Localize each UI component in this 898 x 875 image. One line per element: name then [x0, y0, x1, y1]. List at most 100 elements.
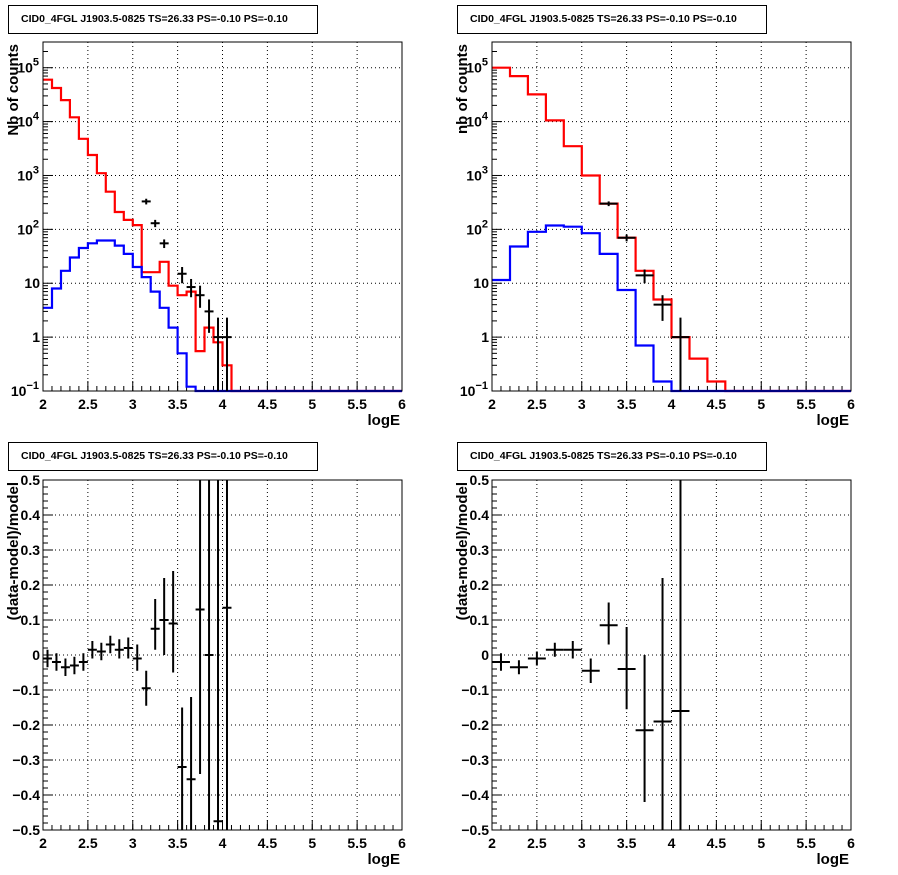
- data-point: [141, 198, 151, 205]
- y-tick-label: −0.4: [12, 787, 40, 803]
- data-point: [177, 707, 187, 830]
- plot-frame: [42, 479, 403, 831]
- y-tick-label: −0.1: [461, 682, 489, 698]
- y-tick-label: 0: [32, 647, 40, 663]
- x-tick-label: 5.5: [796, 396, 816, 412]
- y-tick-label: 103: [17, 164, 39, 183]
- x-axis-label: logE: [817, 851, 850, 868]
- y-tick-label: 102: [466, 218, 488, 237]
- y-axis-label: nb of counts: [454, 44, 471, 134]
- x-tick-label: 5.5: [796, 835, 816, 851]
- x-tick-label: 2: [488, 396, 496, 412]
- data-point: [527, 651, 546, 666]
- chart-plot-residuals-right: 2 2.5 3 3.5 4 4.5 5 5.5 6 −0.5 −0.4 −0.3 −0.2 −0.1 0 0.…: [454, 472, 855, 868]
- data-point: [653, 578, 672, 830]
- x-tick-label: 3: [578, 396, 586, 412]
- data-point: [545, 642, 564, 657]
- x-tick-label: 4.5: [707, 396, 727, 412]
- y-tick-label: −0.3: [461, 752, 489, 768]
- data-point: [150, 599, 160, 650]
- data-point: [60, 658, 70, 676]
- x-tick-label: 6: [398, 835, 406, 851]
- x-tick-label: 2.5: [78, 835, 98, 851]
- x-tick-label: 6: [398, 396, 406, 412]
- x-tick-label: 2.5: [527, 835, 547, 851]
- x-tick-label: 3: [129, 835, 137, 851]
- x-tick-label: 5: [757, 396, 765, 412]
- y-tick-label: −0.1: [12, 682, 40, 698]
- data-point: [96, 642, 106, 661]
- data-point: [509, 660, 528, 675]
- x-axis: 2 2.5 3 3.5 4 4.5 5 5.5 6: [488, 480, 855, 851]
- data-point: [204, 299, 214, 333]
- data-point: [635, 655, 654, 802]
- y-axis: −0.5 −0.4 −0.3 −0.2 −0.1 0 0.1 0.2 0.3 0.4 0.5: [461, 472, 851, 838]
- x-tick-label: 5.5: [347, 835, 367, 851]
- chart-panel-bottom-left: CID0_4FGL J1903.5-0825 TS=26.33 PS=-0.10…: [0, 438, 449, 875]
- data-point: [195, 285, 205, 308]
- y-tick-label: 105: [466, 57, 488, 76]
- x-tick-label: 2.5: [78, 396, 98, 412]
- x-tick-label: 4.5: [707, 835, 727, 851]
- y-tick-label: 104: [17, 111, 40, 130]
- chart-plot-residuals-left: 2 2.5 3 3.5 4 4.5 5 5.5 6 −0.5 −0.4 −0.3 −0.2 −0.1 0 0.…: [5, 472, 406, 868]
- data-point: [132, 644, 142, 671]
- y-tick-label: 0.4: [470, 507, 490, 523]
- y-tick-label: 0.1: [470, 612, 490, 628]
- data-point: [671, 480, 690, 830]
- y-tick-label: 0.5: [470, 472, 490, 488]
- data-point: [186, 697, 196, 830]
- x-axis: 2 2.5 3 3.5 4 4.5 5 5.5 6: [39, 480, 406, 851]
- data-point: [141, 670, 151, 706]
- data-point: [635, 269, 654, 284]
- data-point: [671, 317, 690, 391]
- x-tick-label: 3.5: [617, 396, 637, 412]
- data-point: [69, 656, 79, 675]
- x-axis: 2 2.5 3 3.5 4 4.5 5 5.5 6: [39, 42, 406, 412]
- data-point: [204, 480, 214, 830]
- data-point: [617, 234, 636, 242]
- data-point: [51, 653, 61, 671]
- y-axis: 10−1 1 10 102 103 104 105: [460, 41, 851, 399]
- x-tick-label: 2: [39, 835, 47, 851]
- data-point: [43, 649, 52, 668]
- chart-panel-top-left: CID0_4FGL J1903.5-0825 TS=26.33 PS=-0.10…: [0, 0, 449, 438]
- x-tick-label: 4.5: [258, 396, 278, 412]
- data-point: [78, 653, 88, 671]
- data-point: [653, 295, 672, 321]
- y-tick-label: −0.4: [461, 787, 489, 803]
- data-point: [186, 278, 196, 298]
- data-points: [141, 198, 232, 391]
- y-tick-label: 1: [32, 329, 40, 345]
- data-point: [168, 571, 178, 673]
- x-tick-label: 6: [847, 396, 855, 412]
- y-tick-label: 10: [473, 275, 489, 291]
- x-tick-label: 4: [668, 396, 676, 412]
- data-point: [159, 239, 169, 249]
- x-tick-label: 3.5: [168, 835, 188, 851]
- x-tick-label: 4: [219, 835, 227, 851]
- data-point: [150, 219, 160, 228]
- plot-frame: [491, 41, 852, 392]
- chart-plot-counts-left: 2 2.5 3 3.5 4 4.5 5 5.5 6 10−1 1 10 102 103 104 105 logE…: [5, 41, 406, 429]
- data-point: [195, 480, 205, 774]
- plot-area: [43, 480, 402, 830]
- y-tick-label: 1: [481, 329, 489, 345]
- y-tick-label: 10−1: [11, 380, 39, 399]
- y-tick-label: 0.1: [21, 612, 41, 628]
- chart-plot-counts-right: 2 2.5 3 3.5 4 4.5 5 5.5 6 10−1 1 10 102 103 104 105 logE…: [454, 41, 855, 429]
- x-tick-label: 3.5: [617, 835, 637, 851]
- x-tick-label: 5: [757, 835, 765, 851]
- y-tick-label: 0.3: [21, 542, 41, 558]
- x-tick-label: 4: [219, 396, 227, 412]
- y-tick-label: −0.5: [12, 822, 40, 838]
- data-point: [563, 641, 582, 659]
- data-point: [581, 658, 600, 683]
- y-axis-label: Nb of counts: [5, 44, 22, 136]
- x-tick-label: 5: [308, 835, 316, 851]
- y-axis: −0.5 −0.4 −0.3 −0.2 −0.1 0 0.1 0.2 0.3 0.4 0.5: [12, 472, 402, 838]
- data-points: [599, 201, 690, 391]
- y-tick-label: 0.3: [470, 542, 490, 558]
- x-tick-label: 4.5: [258, 835, 278, 851]
- y-tick-label: −0.2: [12, 717, 40, 733]
